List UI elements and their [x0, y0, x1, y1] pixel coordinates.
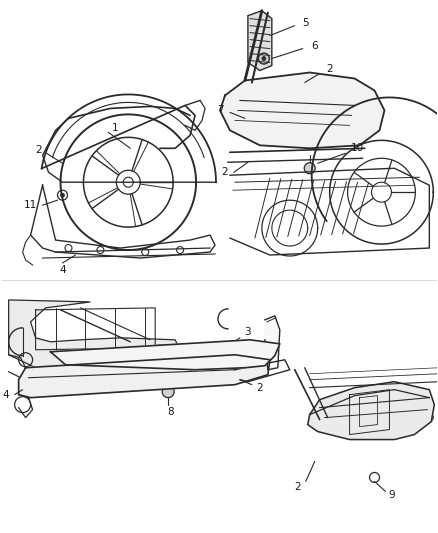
Circle shape [158, 348, 162, 352]
Text: 2: 2 [35, 146, 42, 155]
Circle shape [360, 417, 370, 426]
Text: 2: 2 [222, 167, 228, 177]
Circle shape [60, 193, 64, 197]
Circle shape [162, 386, 174, 398]
Text: 4: 4 [59, 265, 66, 275]
Circle shape [103, 353, 107, 357]
Circle shape [100, 350, 110, 360]
Circle shape [262, 56, 266, 61]
Polygon shape [9, 300, 180, 368]
Circle shape [425, 414, 433, 422]
Circle shape [155, 345, 165, 355]
Text: 5: 5 [302, 18, 309, 28]
Polygon shape [19, 355, 270, 398]
Text: 8: 8 [167, 407, 173, 417]
Text: 9: 9 [388, 490, 395, 500]
Text: 7: 7 [217, 106, 223, 116]
Text: 1: 1 [112, 123, 119, 133]
Polygon shape [248, 11, 272, 70]
Text: 2: 2 [326, 63, 333, 74]
Polygon shape [220, 72, 385, 148]
Polygon shape [308, 382, 434, 440]
Text: 3: 3 [244, 327, 251, 337]
Polygon shape [50, 340, 280, 370]
Circle shape [258, 53, 269, 64]
Text: 11: 11 [24, 200, 37, 210]
Polygon shape [265, 316, 280, 370]
Text: 6: 6 [311, 41, 318, 51]
Text: 10: 10 [351, 143, 364, 154]
Text: 4: 4 [2, 390, 9, 400]
Circle shape [304, 163, 315, 174]
Text: 2: 2 [294, 482, 301, 492]
Text: 2: 2 [257, 383, 263, 393]
